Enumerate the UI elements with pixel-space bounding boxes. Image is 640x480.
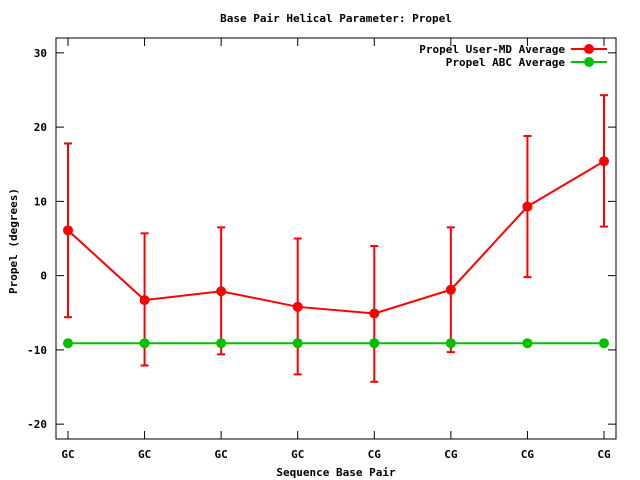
x-tick-label: GC (61, 448, 74, 461)
plot-frame (55, 37, 617, 440)
data-point-2 (522, 338, 533, 349)
data-point-2 (292, 338, 303, 349)
data-point-1 (522, 201, 533, 212)
x-tick-label: GC (291, 448, 304, 461)
x-tick-label: GC (138, 448, 151, 461)
chart-marks: -20 -10 0 10 20 30 GC GC GC GC CG CG CG CG Propel User… (27, 38, 616, 461)
x-tick-label: CG (597, 448, 611, 461)
legend-label-2: Propel ABC Average (446, 56, 566, 69)
x-tick-label: CG (368, 448, 382, 461)
y-tick-label: 20 (34, 121, 47, 134)
legend-marker-1 (584, 44, 594, 54)
y-tick-label: 10 (34, 195, 47, 208)
data-point-1 (599, 156, 609, 167)
data-point-2 (216, 338, 227, 349)
data-point-1 (139, 295, 150, 306)
data-point-1 (63, 225, 73, 236)
y-tick-label: 30 (34, 47, 47, 60)
data-point-2 (139, 338, 150, 349)
legend-label-1: Propel User-MD Average (419, 43, 565, 56)
x-tick-label: GC (215, 448, 228, 461)
y-axis-label: Propel (degrees) (7, 188, 20, 294)
data-point-2 (445, 338, 456, 349)
data-point-1 (445, 284, 456, 295)
x-axis-label: Sequence Base Pair (276, 466, 396, 479)
x-tick-label: CG (521, 448, 535, 461)
y-tick-label: -10 (27, 344, 47, 357)
data-point-2 (599, 338, 609, 349)
data-point-1 (369, 308, 380, 319)
legend-marker-2 (584, 57, 594, 67)
x-tick-label: CG (444, 448, 458, 461)
chart-title: Base Pair Helical Parameter: Propel (220, 12, 452, 25)
series-line-1 (67, 160, 605, 315)
data-point-2 (63, 338, 73, 349)
data-point-1 (216, 286, 227, 297)
data-point-2 (369, 338, 380, 349)
y-tick-label: 0 (40, 270, 47, 283)
y-tick-label: -20 (27, 418, 47, 431)
data-point-1 (292, 301, 303, 312)
